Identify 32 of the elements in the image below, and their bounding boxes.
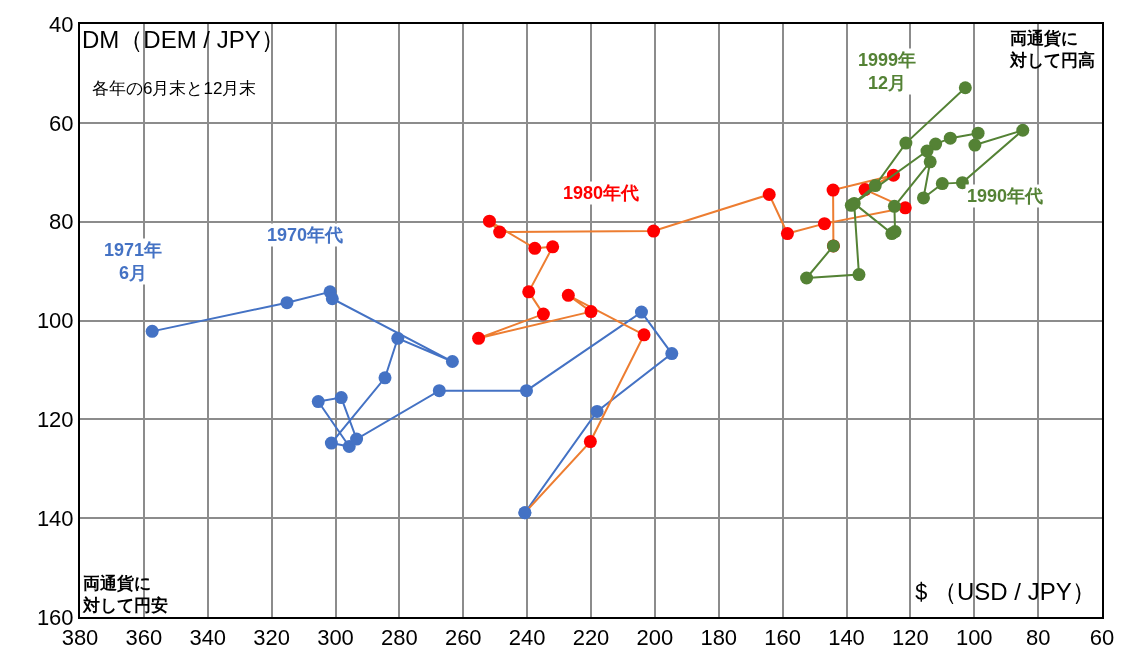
x-tick-label: 120 <box>892 625 929 651</box>
x-tick-label: 80 <box>1025 625 1051 651</box>
x-tick-label: 360 <box>125 625 163 651</box>
annotation: 1999年 12月 <box>858 50 917 94</box>
y-tick-label: 80 <box>49 209 74 235</box>
y-tick-label: 140 <box>36 505 74 531</box>
x-tick-label: 60 <box>1089 625 1115 651</box>
x-tick-label: 320 <box>253 625 290 651</box>
annotation: 両通貨に対して円安 <box>82 574 168 616</box>
x-tick-label: 140 <box>828 625 865 651</box>
annotation: 1971年 6月 <box>104 240 163 284</box>
x-axis-title: ＄（USD / JPY） <box>909 578 1096 605</box>
annotation: 両通貨に対して円高 <box>1009 29 1095 71</box>
x-tick-label: 200 <box>636 625 674 651</box>
x-tick-label: 240 <box>508 625 546 651</box>
annotation: 各年の6月末と12月末 <box>92 79 257 98</box>
x-tick-label: 300 <box>317 625 354 651</box>
annotation: 1980年代 <box>563 183 640 203</box>
y-tick-label: 100 <box>36 308 74 334</box>
y-tick-label: 40 <box>49 11 74 37</box>
x-tick-label: 160 <box>764 625 801 651</box>
annotation: 1970年代 <box>267 225 344 245</box>
x-tick-label: 260 <box>444 625 482 651</box>
x-tick-label: 220 <box>572 625 610 651</box>
x-tick-label: 100 <box>955 625 993 651</box>
x-tick-label: 280 <box>381 625 418 651</box>
y-axis-title: DM（DEM / JPY） <box>82 26 285 53</box>
x-tick-label: 340 <box>189 625 227 651</box>
y-tick-label: 60 <box>49 110 74 136</box>
annotation: 1990年代 <box>967 186 1044 206</box>
y-tick-label: 120 <box>36 407 74 433</box>
x-tick-label: 180 <box>700 625 738 651</box>
